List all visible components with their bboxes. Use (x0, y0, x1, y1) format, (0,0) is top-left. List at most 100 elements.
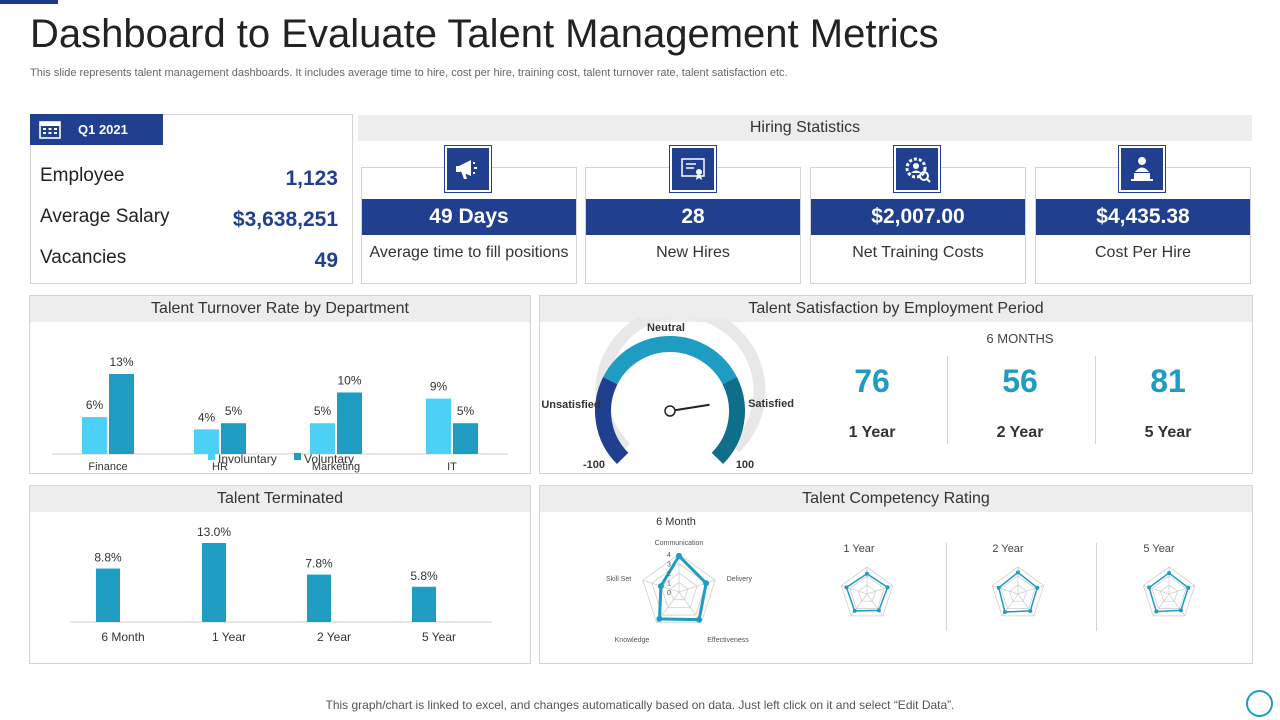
gauge-neutral-segment (603, 336, 737, 385)
satisfaction-gauge: Neutral Unsatisfied Satisfied -100 100 (541, 318, 794, 471)
x-tick-label: 6 Month (101, 630, 144, 644)
gauge-neutral-label: Neutral (647, 322, 685, 334)
radar-axis-line (1017, 585, 1044, 595)
data-label: 6% (86, 398, 104, 412)
turnover-chart: 6% 13% Finance 4% 5% HR 5% 10% Marketing 9% 5% IT In… (52, 355, 508, 473)
radar-axis-line (1143, 585, 1170, 595)
radar-axis-line (866, 593, 884, 617)
legend-swatch-involuntary (208, 453, 215, 460)
data-label: 13.0% (197, 525, 231, 539)
bar-involuntary (426, 398, 451, 454)
radar-point (1016, 570, 1020, 575)
radar-grid-ring (1008, 584, 1028, 602)
radar-point (657, 583, 664, 590)
stat-value-salary: $3,638,251 (232, 208, 338, 231)
x-tick-label: Marketing (312, 461, 360, 473)
x-tick-label: HR (212, 461, 228, 473)
legend-swatch-voluntary (294, 453, 301, 460)
hiring-card-caption: Net Training Costs (852, 244, 984, 261)
radar-axis-label: Knowledge (615, 637, 650, 644)
gauge-min-label: -100 (583, 459, 605, 471)
radar-point (1178, 608, 1183, 613)
bar-terminated (96, 568, 120, 622)
data-label: 5% (457, 404, 475, 418)
radar-grid-ring (669, 582, 689, 601)
stat-value-employee: 1,123 (285, 167, 338, 190)
gauge-unsatisfied-segment (595, 376, 629, 465)
hiring-card-value: 28 (586, 199, 800, 235)
person-laptop-icon (1118, 145, 1166, 193)
divider (1096, 543, 1097, 631)
terminated-panel: Talent Terminated 8.8% 6 Month 13.0% 1 Year… (29, 485, 531, 664)
data-label: 10% (337, 373, 361, 387)
radar-point (1167, 571, 1171, 576)
competency-main-label: 6 Month (656, 516, 696, 528)
data-label: 13% (109, 355, 133, 369)
radar-point (1002, 610, 1007, 615)
radar-grid-ring (849, 575, 885, 609)
turnover-panel: Talent Turnover Rate by Department 6% 13%… (29, 295, 531, 474)
radar-axis-line (678, 579, 716, 593)
satisfaction-period-label: 6 MONTHS (986, 331, 1054, 346)
competency-title: Talent Competency Rating (540, 486, 1252, 512)
gauge-needle (669, 403, 710, 412)
radar-axis-label: Skill Set (606, 576, 631, 583)
radar-point (1035, 585, 1040, 590)
gauge-needle-hub (664, 405, 676, 417)
radar-point (1028, 608, 1033, 613)
gauge-unsatisfied-label: Unsatisfied (541, 399, 600, 411)
radar-point (865, 571, 869, 576)
competency-label-2-year: 2 Year (992, 543, 1024, 555)
radar-grid-ring (1159, 584, 1179, 602)
bar-voluntary (221, 423, 246, 454)
data-label: 5% (314, 404, 332, 418)
hiring-card-value: $4,435.38 (1036, 199, 1250, 235)
divider (946, 543, 947, 631)
radar-series-line (845, 572, 889, 612)
x-tick-label: IT (447, 461, 457, 473)
radar-axis-line (1168, 593, 1186, 617)
radar-axis-label: Delivery (727, 576, 753, 583)
satisfaction-label-2-year: 2 Year (996, 424, 1044, 441)
stat-label-salary: Average Salary (40, 206, 170, 227)
radar-grid-ring (991, 566, 1045, 617)
stat-label-vacancies: Vacancies (40, 247, 127, 268)
hiring-card-value: 49 Days (362, 199, 576, 235)
bar-terminated (412, 586, 436, 622)
stat-label-employee: Employee (40, 165, 125, 186)
competency-radar-2-year (991, 566, 1045, 617)
bar-terminated (202, 543, 226, 622)
radar-series-line (657, 553, 708, 622)
radar-point (844, 585, 849, 590)
hiring-card-time-to-fill: 49 Days Average time to fill positions (361, 167, 577, 284)
divider (947, 356, 948, 444)
satisfaction-score-1-year: 76 (854, 363, 890, 399)
radar-point (656, 615, 663, 622)
competency-label-5-year: 5 Year (1143, 543, 1175, 555)
footer-note: This graph/chart is linked to excel, and… (325, 698, 955, 712)
radar-point (885, 585, 890, 590)
radar-grid-ring (1142, 566, 1196, 617)
radar-axis-line (992, 585, 1019, 595)
x-tick-label: 5 Year (422, 630, 456, 644)
data-label: 9% (430, 380, 448, 394)
competency-label-1-year: 1 Year (843, 543, 875, 555)
radar-grid-ring (1000, 575, 1036, 609)
competency-radar-main: Communication Delivery Effectiveness Knowle… (606, 540, 753, 644)
radar-point (876, 608, 881, 613)
radar-tick-label: 0 (667, 590, 671, 597)
bar-voluntary (109, 374, 134, 454)
radar-point (852, 608, 857, 613)
radar-grid-ring (857, 584, 877, 602)
hiring-card-caption: Cost Per Hire (1094, 244, 1192, 261)
satisfaction-score-2-year: 56 (1002, 363, 1038, 399)
competency-radar-5-year (1142, 566, 1196, 617)
radar-tick-label: 2 (667, 571, 671, 578)
x-tick-label: Finance (88, 461, 127, 473)
gear-person-icon (893, 145, 941, 193)
radar-point (1147, 585, 1152, 590)
terminated-title: Talent Terminated (30, 486, 530, 512)
legend-label-involuntary: Involuntary (218, 452, 277, 466)
bar-involuntary (194, 429, 219, 454)
data-label: 5.8% (410, 569, 438, 583)
